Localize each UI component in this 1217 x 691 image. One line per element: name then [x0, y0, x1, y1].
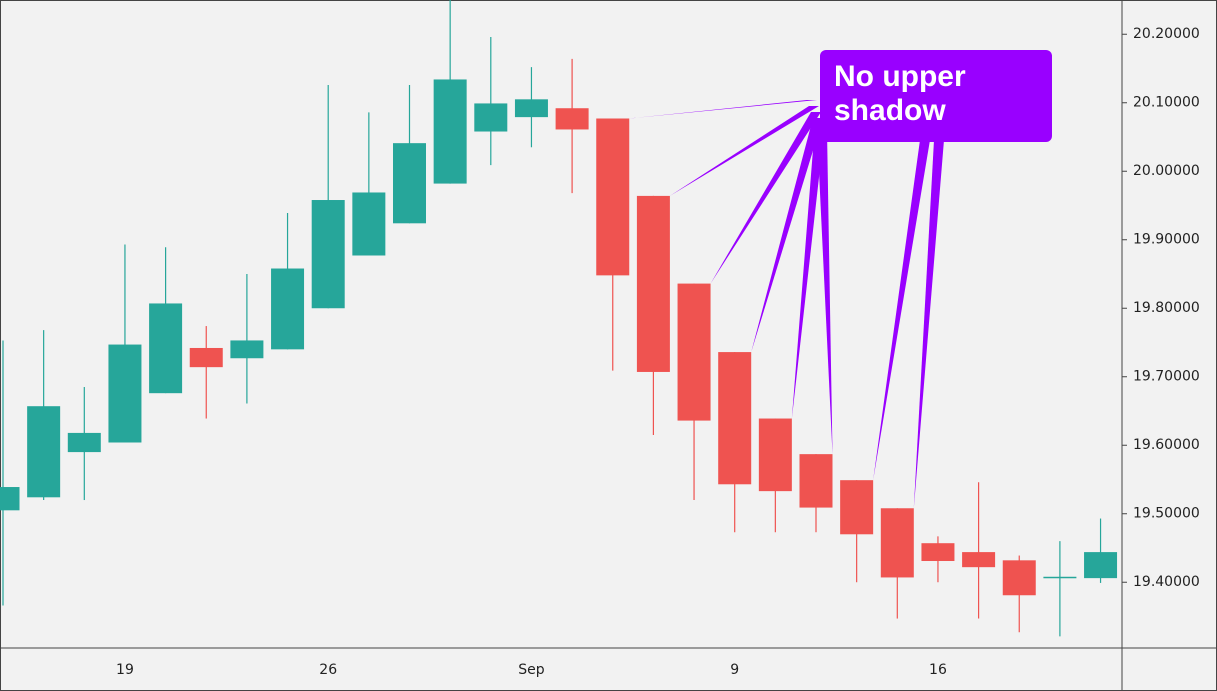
x-tick-label: Sep — [518, 662, 545, 678]
annotation-pointer — [710, 112, 821, 284]
candle-body — [677, 283, 711, 421]
x-tick-label: 16 — [929, 662, 947, 678]
candle-body — [799, 454, 833, 508]
candle-body — [555, 108, 589, 130]
annotation-pointer — [817, 130, 833, 455]
annotation-pointer — [629, 100, 817, 119]
candle-body — [393, 143, 426, 224]
annotation-pointer — [791, 124, 825, 419]
candle-body — [0, 487, 20, 511]
candle-body — [758, 418, 792, 492]
annotation-pointer — [751, 118, 823, 353]
candle-body — [718, 352, 752, 485]
candle-body — [433, 79, 467, 184]
y-tick-label: 20.20000 — [1133, 26, 1200, 42]
candle-body — [230, 340, 264, 359]
candle-body — [636, 195, 670, 372]
candle-body — [840, 480, 874, 535]
x-tick-label: 26 — [319, 662, 337, 678]
y-tick-label: 20.00000 — [1133, 163, 1200, 179]
y-tick-label: 19.70000 — [1133, 369, 1200, 385]
candle-body — [474, 103, 508, 132]
candle-body — [1084, 552, 1118, 579]
y-tick-label: 19.40000 — [1133, 574, 1200, 590]
candle-body — [311, 200, 345, 309]
candle-body — [514, 99, 548, 118]
y-tick-label: 19.60000 — [1133, 437, 1200, 453]
candle-body — [1002, 560, 1036, 596]
candle-body — [27, 406, 61, 498]
candle-body — [108, 344, 142, 443]
candle-body — [352, 192, 386, 256]
candle-body — [921, 543, 955, 562]
annotation-box: No upper shadow — [820, 50, 1052, 142]
candle-body — [596, 118, 630, 276]
annotation-pointer — [913, 140, 944, 509]
annotation-pointer — [873, 140, 930, 481]
candle-body — [962, 552, 996, 568]
candle-body — [271, 268, 305, 350]
candle-body — [1043, 576, 1077, 579]
y-tick-label: 19.50000 — [1133, 506, 1200, 522]
candle-body — [189, 347, 223, 368]
y-tick-label: 20.10000 — [1133, 95, 1200, 111]
y-tick-label: 19.80000 — [1133, 300, 1200, 316]
x-tick-label: 9 — [730, 662, 739, 678]
candle-body — [880, 508, 914, 578]
y-tick-label: 19.90000 — [1133, 232, 1200, 248]
candle-body — [67, 432, 101, 453]
candle-body — [149, 303, 183, 394]
x-tick-label: 19 — [116, 662, 134, 678]
annotation-pointer — [669, 106, 819, 196]
